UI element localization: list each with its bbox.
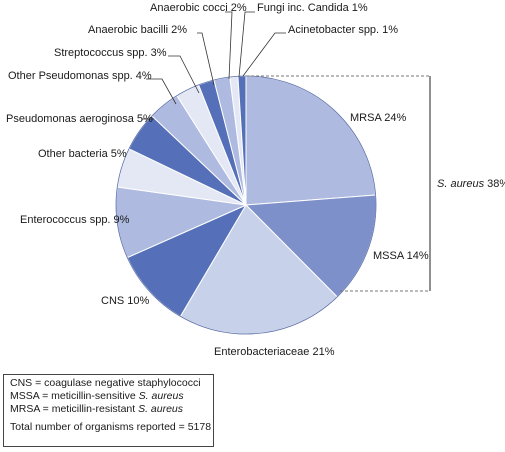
slice-label: Other Pseudomonas spp. 4%: [8, 70, 152, 82]
leader-line: [238, 11, 255, 78]
leader-line: [146, 78, 177, 105]
pie-slice-mrsa: [245, 75, 377, 206]
leader-line: [225, 11, 233, 80]
slice-label: Other bacteria 5%: [38, 148, 127, 160]
slice-label: Anaerobic cocci 2%: [150, 2, 247, 14]
leader-line: [197, 32, 215, 86]
legend-mrsa: MRSA = meticillin-resistant S. aureus: [10, 403, 184, 415]
legend-total: Total number of organisms reported = 517…: [10, 421, 212, 433]
legend-box: CNS = coagulase negative staphylococci M…: [3, 374, 214, 447]
slice-label: Streptococcus spp. 3%: [54, 47, 167, 59]
slice-label: CNS 10%: [101, 295, 150, 307]
slice-label: Enterobacteriaceae 21%: [214, 346, 335, 358]
slice-label: MRSA 24%: [350, 112, 406, 124]
legend-mssa: MSSA = meticillin-sensitive S. aureus: [10, 390, 184, 402]
slice-label: MSSA 14%: [373, 250, 429, 262]
s-aureus-group-label: S. aureus 38%: [437, 178, 505, 190]
slice-label: Anaerobic bacilli 2%: [88, 24, 187, 36]
legend-cns: CNS = coagulase negative staphylococci: [10, 377, 201, 389]
leader-line: [168, 55, 200, 94]
slice-label: Enterococcus spp. 9%: [20, 214, 130, 226]
slice-label: Fungi inc. Candida 1%: [257, 2, 368, 14]
slice-label: Pseudomonas aeroginosa 5%: [6, 113, 153, 125]
s-aureus-bracket: S. aureus 38%: [246, 75, 505, 292]
leader-line: [242, 32, 286, 77]
slice-label: Acinetobacter spp. 1%: [288, 24, 398, 36]
